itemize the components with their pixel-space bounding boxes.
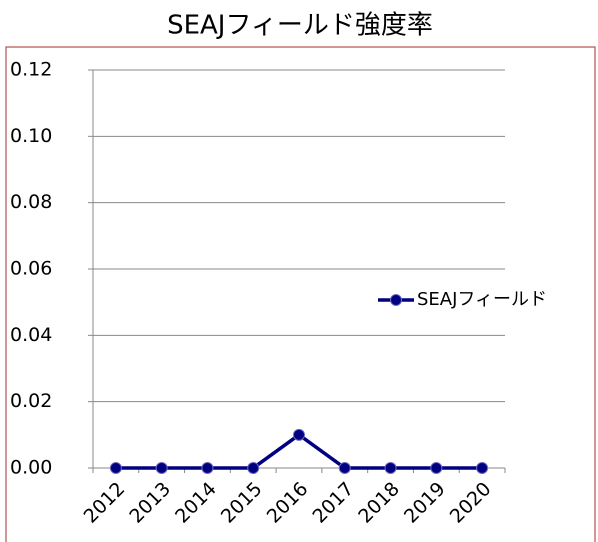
x-tick-label: 2018: [354, 478, 404, 528]
data-point: [201, 462, 214, 474]
y-tick-label: 0.04: [10, 324, 52, 346]
y-tick-label: 0.02: [10, 390, 52, 412]
y-tick-label: 0.10: [10, 125, 52, 147]
data-point: [155, 462, 168, 474]
data-point: [293, 428, 305, 441]
data-point: [109, 462, 122, 474]
chart-title: SEAJフィールド強度率: [167, 11, 433, 41]
data-point: [247, 462, 260, 474]
data-point: [338, 462, 351, 474]
y-tick-label: 0.00: [10, 457, 52, 479]
x-tick-label: 2013: [125, 478, 175, 528]
y-tick-label: 0.06: [10, 258, 52, 280]
legend-marker: [390, 294, 402, 306]
x-tick-label: 2020: [446, 478, 496, 528]
y-tick-label: 0.08: [10, 191, 52, 213]
x-tick-label: 2019: [400, 478, 450, 528]
data-point: [384, 462, 397, 474]
data-point: [430, 462, 443, 474]
x-tick-label: 2014: [171, 478, 221, 528]
chart-border: [5, 46, 596, 542]
legend-label: SEAJフィールド: [417, 289, 547, 310]
data-point: [476, 462, 489, 474]
x-tick-label: 2016: [263, 478, 313, 528]
y-tick-label: 0.12: [10, 59, 52, 81]
x-tick-label: 2015: [217, 478, 267, 528]
x-tick-label: 2017: [308, 478, 358, 528]
x-tick-label: 2012: [80, 478, 130, 528]
